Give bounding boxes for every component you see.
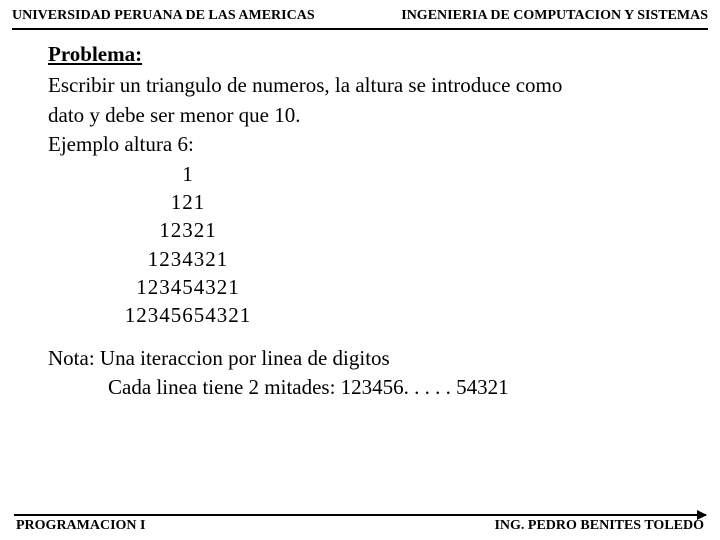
header-university: UNIVERSIDAD PERUANA DE LAS AMERICAS [12, 8, 315, 24]
footer-course: PROGRAMACION I [16, 518, 146, 534]
header-faculty: INGENIERIA DE COMPUTACION Y SISTEMAS [401, 8, 708, 24]
triangle-row: 121 [78, 188, 298, 216]
triangle-row: 1 [78, 160, 298, 188]
problem-title: Problema: [48, 40, 672, 69]
note-line1: Nota: Una iteraccion por linea de digito… [48, 344, 672, 373]
note-line2: Cada linea tiene 2 mitades: 123456. . . … [48, 373, 672, 402]
problem-text-line1: Escribir un triangulo de numeros, la alt… [48, 71, 672, 100]
triangle-row: 1234321 [78, 245, 298, 273]
footer-divider [14, 514, 706, 516]
triangle-row: 12345654321 [78, 301, 298, 329]
page-footer: PROGRAMACION I ING. PEDRO BENITES TOLEDO [0, 514, 720, 534]
number-triangle: 1 121 12321 1234321 123454321 1234565432… [78, 160, 298, 330]
triangle-row: 12321 [78, 216, 298, 244]
footer-author: ING. PEDRO BENITES TOLEDO [494, 518, 704, 534]
problem-text-line3: Ejemplo altura 6: [48, 130, 672, 159]
problem-text-line2: dato y debe ser menor que 10. [48, 101, 672, 130]
page-header: UNIVERSIDAD PERUANA DE LAS AMERICAS INGE… [0, 0, 720, 28]
triangle-row: 123454321 [78, 273, 298, 301]
main-content: Problema: Escribir un triangulo de numer… [0, 30, 720, 402]
